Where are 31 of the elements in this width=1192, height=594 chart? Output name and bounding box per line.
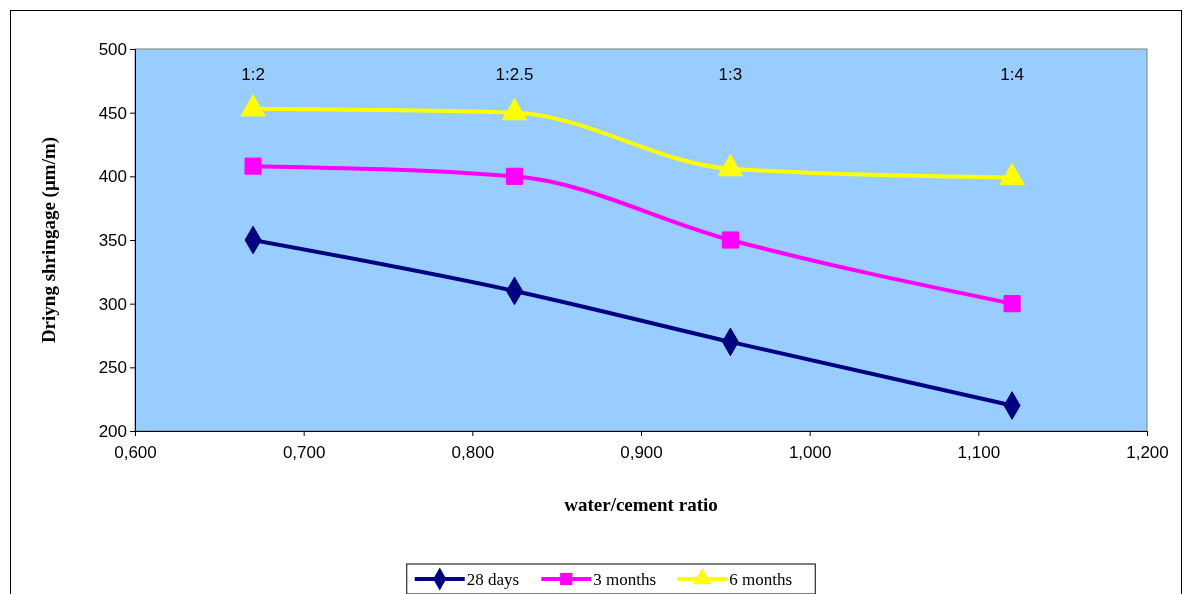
x-tick-label: 0,900 [620, 442, 663, 462]
y-tick-label: 350 [98, 230, 127, 250]
x-tick-label: 1,200 [1126, 442, 1169, 462]
y-axis-title: Driyng shringage (µm/m) [38, 136, 60, 344]
point [999, 162, 1025, 186]
point [717, 154, 744, 177]
point [501, 98, 528, 121]
x-axis-title: water/cement ratio [564, 494, 718, 515]
x-tick-label: 0,700 [282, 442, 326, 462]
point [1003, 295, 1021, 313]
annotation: 1:3 [718, 65, 743, 84]
legend-label: 28 days [466, 570, 520, 589]
legend-label: 3 months [593, 570, 657, 589]
x-tick-label: 0,800 [451, 442, 495, 462]
annotation: 1:2.5 [495, 65, 534, 84]
point [240, 94, 266, 117]
y-tick-label: 300 [98, 294, 127, 314]
point [244, 157, 262, 175]
annotation: 1:2 [241, 65, 265, 84]
x-tick-label: 1,100 [957, 442, 1001, 462]
y-tick-label: 200 [98, 421, 127, 441]
legend-label: 6 months [729, 570, 793, 589]
y-tick-label: 250 [98, 358, 127, 378]
y-tick-label: 500 [98, 39, 127, 59]
point [505, 167, 524, 185]
y-tick-label: 450 [98, 103, 127, 123]
y-tick-label: 400 [98, 167, 127, 187]
x-tick-label: 0,600 [114, 442, 157, 462]
point [721, 231, 739, 249]
x-tick-label: 1,000 [788, 442, 832, 462]
annotation: 1:4 [1000, 65, 1024, 84]
